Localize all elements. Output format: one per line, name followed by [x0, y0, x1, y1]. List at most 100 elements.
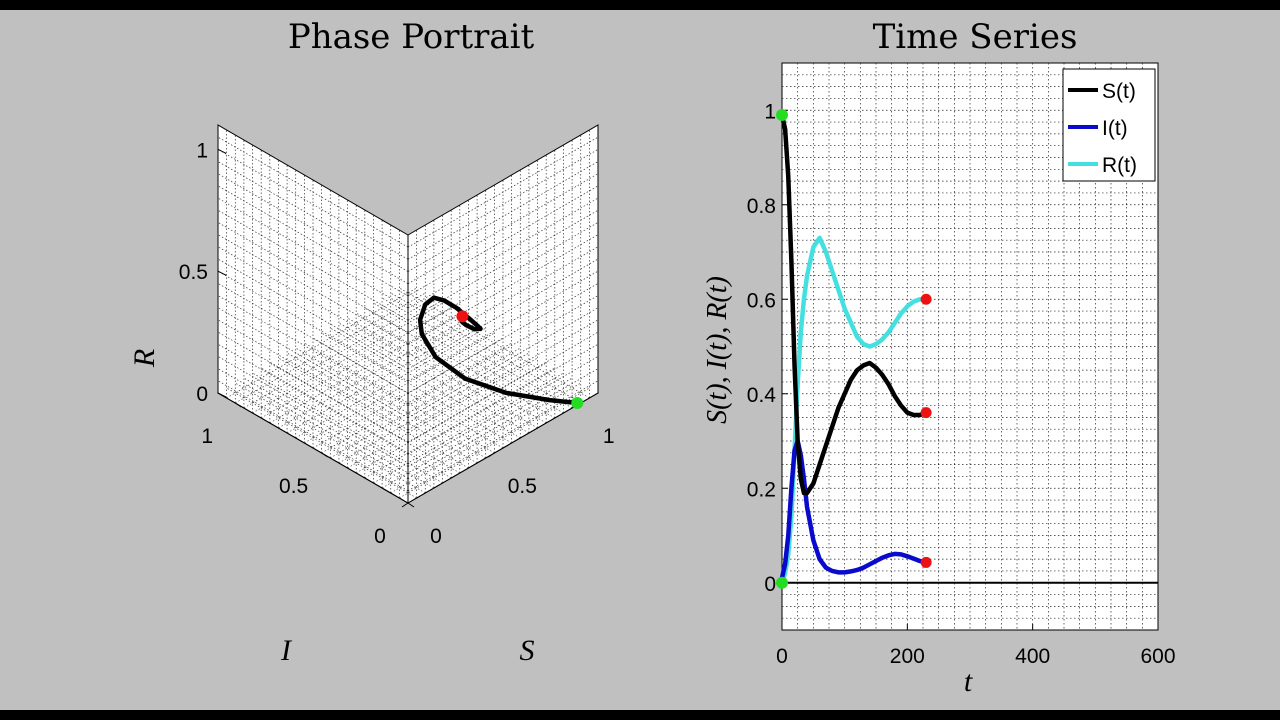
- grid-line: [407, 136, 599, 248]
- t-axis-label: t: [964, 665, 973, 698]
- phase-portrait-panel: Phase Portrait 0 0.5 1 0 0.5 1 0 0.5 1 S I R: [128, 17, 615, 667]
- start-marker: [776, 576, 788, 589]
- grid-line: [399, 387, 590, 499]
- grid-line: [286, 352, 478, 464]
- grid-line: [321, 332, 512, 444]
- s-axis-label: S: [520, 634, 535, 667]
- phase-portrait-grid: [217, 124, 599, 504]
- grid-line: [407, 246, 599, 358]
- r-tick-label: 0: [196, 383, 208, 406]
- grid-line: [235, 382, 426, 494]
- axis-edge: [407, 392, 599, 504]
- time-series-legend: S(t) I(t) R(t): [1062, 68, 1156, 182]
- grid-line: [269, 312, 460, 424]
- end-marker: [920, 556, 932, 568]
- y-tick-label: 0: [764, 573, 776, 596]
- grid-line: [295, 327, 486, 439]
- grid-line: [407, 222, 599, 333]
- figure-window: Phase Portrait 0 0.5 1 0 0.5 1 0 0.5 1 S I R Tim…: [0, 10, 1280, 710]
- grid-line: [407, 234, 599, 345]
- grid-line: [226, 287, 417, 399]
- r-axis-label: R: [128, 349, 161, 368]
- grid-line: [217, 149, 409, 260]
- end-marker: [920, 293, 932, 305]
- grid-line: [407, 258, 599, 370]
- grid-line: [347, 317, 538, 429]
- grid-line: [338, 322, 530, 434]
- grid-line: [217, 295, 409, 406]
- r-tick-label: 1: [196, 139, 208, 162]
- s-tick-mark: [488, 452, 495, 458]
- grid-line: [217, 185, 409, 297]
- i-tick-label: 0: [374, 525, 386, 548]
- grid-line: [217, 368, 409, 479]
- grid-line: [235, 292, 426, 404]
- grid-line: [217, 380, 409, 492]
- grid-line: [330, 327, 521, 439]
- x-tick-label: 0: [776, 645, 788, 668]
- grid-line: [217, 209, 409, 321]
- grid-line: [407, 185, 599, 297]
- y-tick-label: 0.4: [747, 384, 777, 407]
- time-series-title: Time Series: [873, 17, 1078, 57]
- s-tick-label: 0.5: [508, 475, 537, 498]
- r-tick-label: 0.5: [179, 261, 208, 284]
- s-tick-label: 1: [603, 425, 615, 448]
- s-tick-label: 0: [430, 525, 442, 548]
- time-series-lines: [779, 112, 929, 585]
- grid-line: [407, 173, 599, 285]
- grid-line: [217, 161, 409, 272]
- phase-trajectory: [417, 295, 584, 409]
- grid-line: [217, 258, 409, 370]
- grid-line: [304, 342, 495, 454]
- x-tick-label: 600: [1140, 645, 1175, 668]
- grid-line: [364, 307, 555, 419]
- figure-canvas: Phase Portrait 0 0.5 1 0 0.5 1 0 0.5 1 S I R Tim…: [128, 17, 1176, 698]
- x-tick-label: 200: [890, 645, 925, 668]
- grid-line: [217, 343, 409, 455]
- grid-line: [407, 209, 599, 321]
- grid-line: [217, 246, 409, 358]
- y-tick-label: 0.2: [747, 478, 776, 501]
- grid-line: [226, 387, 417, 499]
- i-tick-mark: [321, 452, 328, 458]
- grid-line: [243, 377, 435, 489]
- end-marker: [920, 407, 932, 419]
- legend-label-r: R(t): [1102, 154, 1137, 177]
- grid-line: [347, 357, 538, 469]
- grid-line: [304, 332, 495, 444]
- grid-line: [407, 343, 599, 455]
- r-tick-mark: [217, 148, 227, 154]
- y-tick-label: 0.6: [747, 289, 776, 312]
- grid-line: [217, 136, 409, 248]
- grid-line: [286, 322, 478, 434]
- grid-line: [217, 319, 409, 431]
- i-tick-mark: [407, 502, 415, 508]
- grid-line: [407, 270, 599, 382]
- grid-line: [407, 295, 599, 406]
- y-tick-label: 0.8: [747, 195, 776, 218]
- phase-portrait-title: Phase Portrait: [288, 17, 535, 57]
- time-series-panel: Time Series 0 200 400 600 0 0.2 0.4 0.6 0.8 1 t S…: [702, 17, 1176, 698]
- series-line-st: [779, 112, 929, 496]
- grid-line: [217, 270, 409, 382]
- sir-axis-label: S(t), I(t), R(t): [702, 276, 733, 424]
- grid-line: [217, 197, 409, 309]
- grid-line: [407, 197, 599, 309]
- grid-line: [252, 302, 443, 414]
- grid-line: [338, 352, 530, 464]
- grid-line: [407, 161, 599, 272]
- grid-line: [278, 357, 469, 469]
- grid-line: [407, 149, 599, 260]
- phase-portrait-ticks: 0 0.5 1 0 0.5 1 0 0.5 1: [179, 139, 615, 548]
- grid-line: [295, 347, 486, 459]
- i-tick-mark: [234, 402, 242, 408]
- grid-line: [243, 297, 435, 409]
- axis-edge: [217, 392, 409, 504]
- grid-line: [399, 287, 590, 399]
- i-tick-label: 1: [201, 425, 213, 448]
- grid-line: [381, 297, 573, 409]
- legend-label-i: I(t): [1102, 117, 1128, 140]
- i-axis-label: I: [280, 634, 293, 667]
- time-series-ticks: 0 200 400 600 0 0.2 0.4 0.6 0.8 1: [747, 100, 1176, 668]
